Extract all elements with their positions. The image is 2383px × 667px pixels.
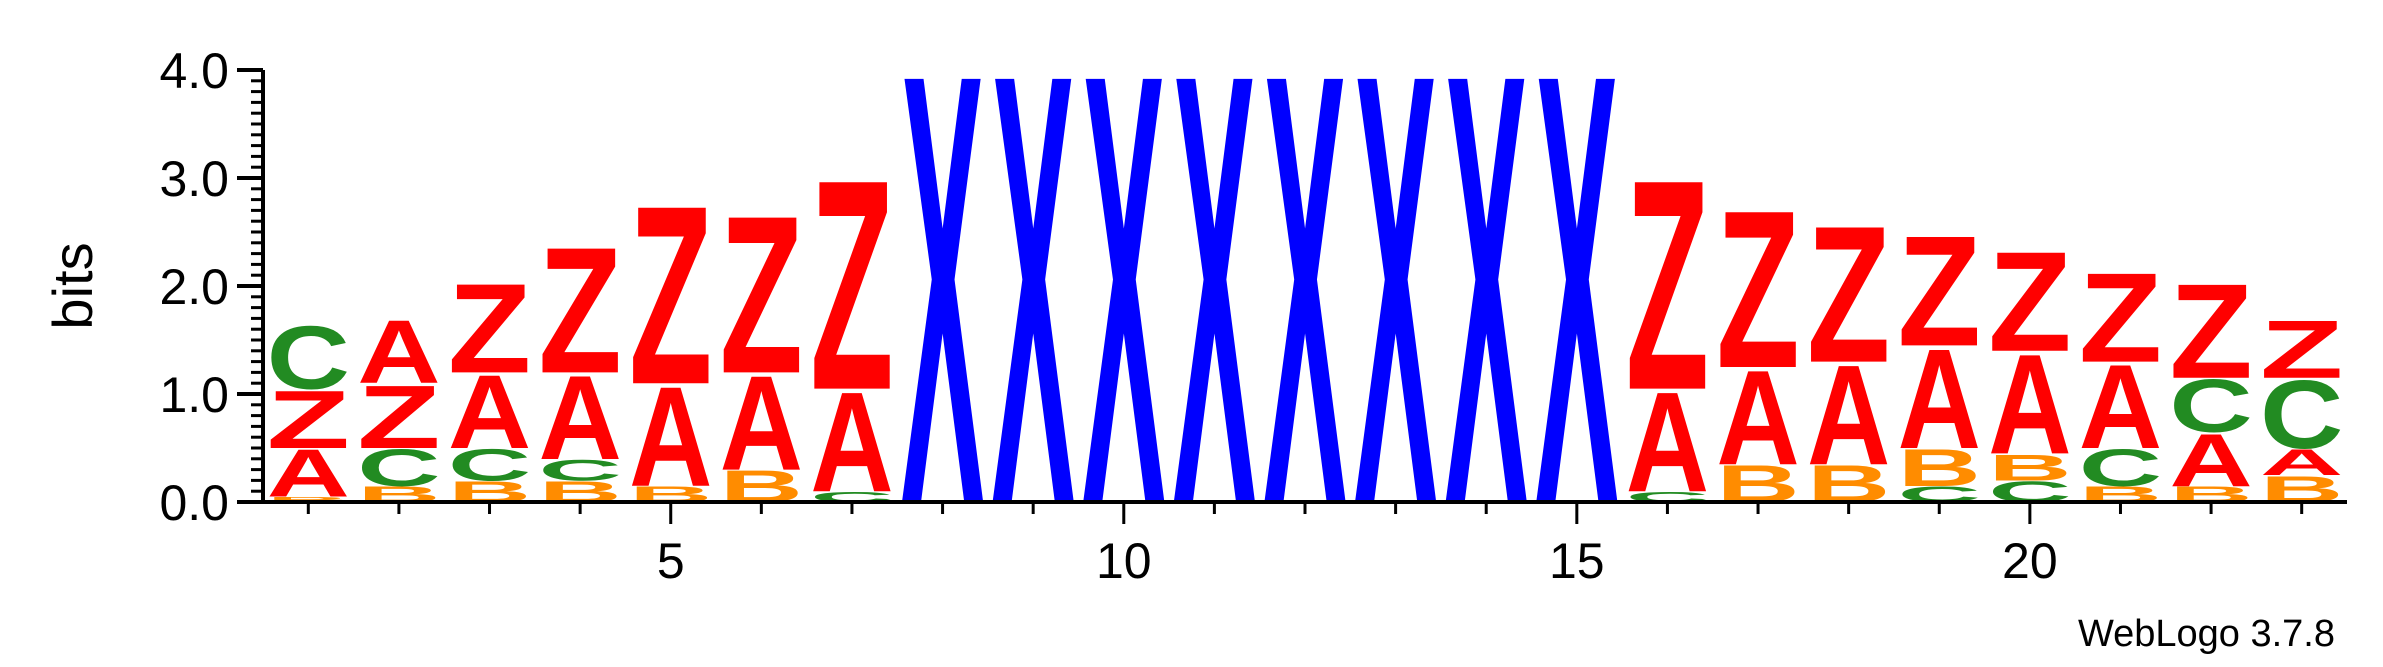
logo-letter-z: Z [2079,246,2162,389]
logo-letter-a: A [2169,418,2252,502]
logo-letter-c: C [448,440,531,490]
y-axis-title: bits [41,242,104,329]
chart-axes [237,68,2347,524]
logo-letter-a: A [2079,339,2162,474]
logo-letter-z: Z [720,170,803,420]
logo-letter-a: A [538,350,621,485]
y-tick-label: 3.0 [159,151,229,207]
y-tick-label: 0.0 [159,475,229,531]
logo-letter-x: X [1445,0,1529,634]
logo-letter-b: B [1898,439,1981,498]
logo-letter-a: A [1988,326,2071,484]
logo-letter-a: A [810,364,893,522]
logo-letter-z: Z [2260,303,2343,395]
x-tick-label: 15 [1549,533,1605,589]
logo-letter-b: B [1988,447,2071,489]
logo-letter-x: X [901,0,985,634]
logo-letter-b: B [267,495,350,503]
x-tick-label: 10 [1096,533,1152,589]
logo-letter-a: A [1898,321,1981,479]
logo-letter-a: A [2260,441,2343,483]
logo-letter-c: C [2260,359,2343,469]
y-tick-label: 2.0 [159,259,229,315]
y-minor-ticks [237,68,263,504]
logo-letter-z: Z [538,209,621,411]
weblogo-credit: WebLogo 3.7.8 [2078,613,2335,655]
y-tick-label: 4.0 [159,43,229,99]
logo-letter-a: A [267,436,350,512]
logo-letter-x: X [1082,0,1166,634]
logo-letter-x: X [991,0,1075,634]
logo-letter-a: A [1716,342,1799,494]
logo-letter-a: A [357,301,440,402]
logo-letter-a: A [1807,337,1890,495]
logo-letter-c: C [357,439,440,498]
logo-letter-z: Z [267,373,350,465]
logo-letter-a: A [1626,364,1709,522]
logo-letter-a: A [629,358,712,516]
logo-letter-a: A [720,347,803,499]
logo-letter-x: X [1354,0,1438,634]
logo-letter-z: Z [1988,222,2071,381]
logo-letter-a: A [448,354,531,471]
x-minor-ticks [306,502,2304,524]
logo-letter-z: Z [357,367,440,467]
logo-letter-z: Z [629,154,712,438]
logo-letter-z: Z [1807,185,1890,403]
logo-letter-z: Z [810,118,893,453]
y-tick-labels: 0.0 1.0 2.0 3.0 4.0 [159,43,229,531]
logo-letter-z: Z [1898,204,1981,379]
logo-letter-x: X [1535,0,1619,634]
x-tick-label: 20 [2002,533,2058,589]
logo-letter-z: Z [1626,118,1709,453]
x-tick-label: 5 [657,533,685,589]
logo-letter-z: Z [2169,255,2252,406]
y-tick-label: 1.0 [159,367,229,423]
logo-letter-c: C [2169,364,2252,448]
logo-letter-c: C [2079,439,2162,498]
x-tick-labels: 5 10 15 20 [657,533,2058,589]
logo-letter-z: Z [448,257,531,400]
logo-letter-c: C [267,307,350,408]
logo-letter-x: X [1263,0,1347,634]
logo-letter-z: Z [1716,165,1799,415]
logo-letter-x: X [1173,0,1257,634]
logo-letter-c: C [538,453,621,486]
